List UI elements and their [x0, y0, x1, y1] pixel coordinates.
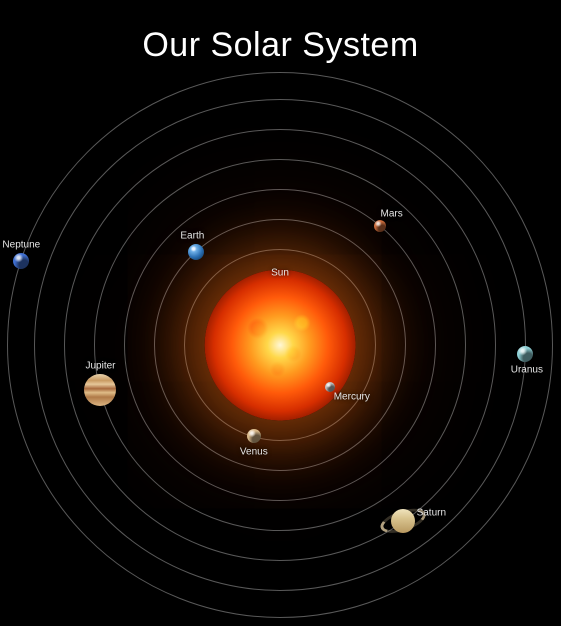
- planet-label-neptune: Neptune: [2, 239, 40, 250]
- planet-label-saturn: Saturn: [417, 508, 446, 519]
- planet-label-jupiter: Jupiter: [85, 360, 115, 371]
- planet-saturn: [391, 509, 415, 533]
- planet-venus: [247, 429, 261, 443]
- planet-mercury: [325, 382, 335, 392]
- planet-uranus: [517, 346, 533, 362]
- planet-earth: [188, 244, 204, 260]
- planet-label-venus: Venus: [240, 447, 268, 458]
- planet-label-mercury: Mercury: [334, 391, 370, 402]
- planet-neptune: [13, 253, 29, 269]
- planet-label-mars: Mars: [381, 209, 403, 220]
- sun-label: Sun: [271, 268, 289, 279]
- solar-system-diagram: Sun Mercury Venus Earth Mars Jupiter Saturn Ura…: [0, 0, 561, 626]
- sun-texture: [225, 290, 335, 400]
- planet-label-uranus: Uranus: [511, 364, 543, 375]
- planet-label-earth: Earth: [180, 231, 204, 242]
- planet-mars: [374, 220, 386, 232]
- planet-jupiter: [84, 374, 116, 406]
